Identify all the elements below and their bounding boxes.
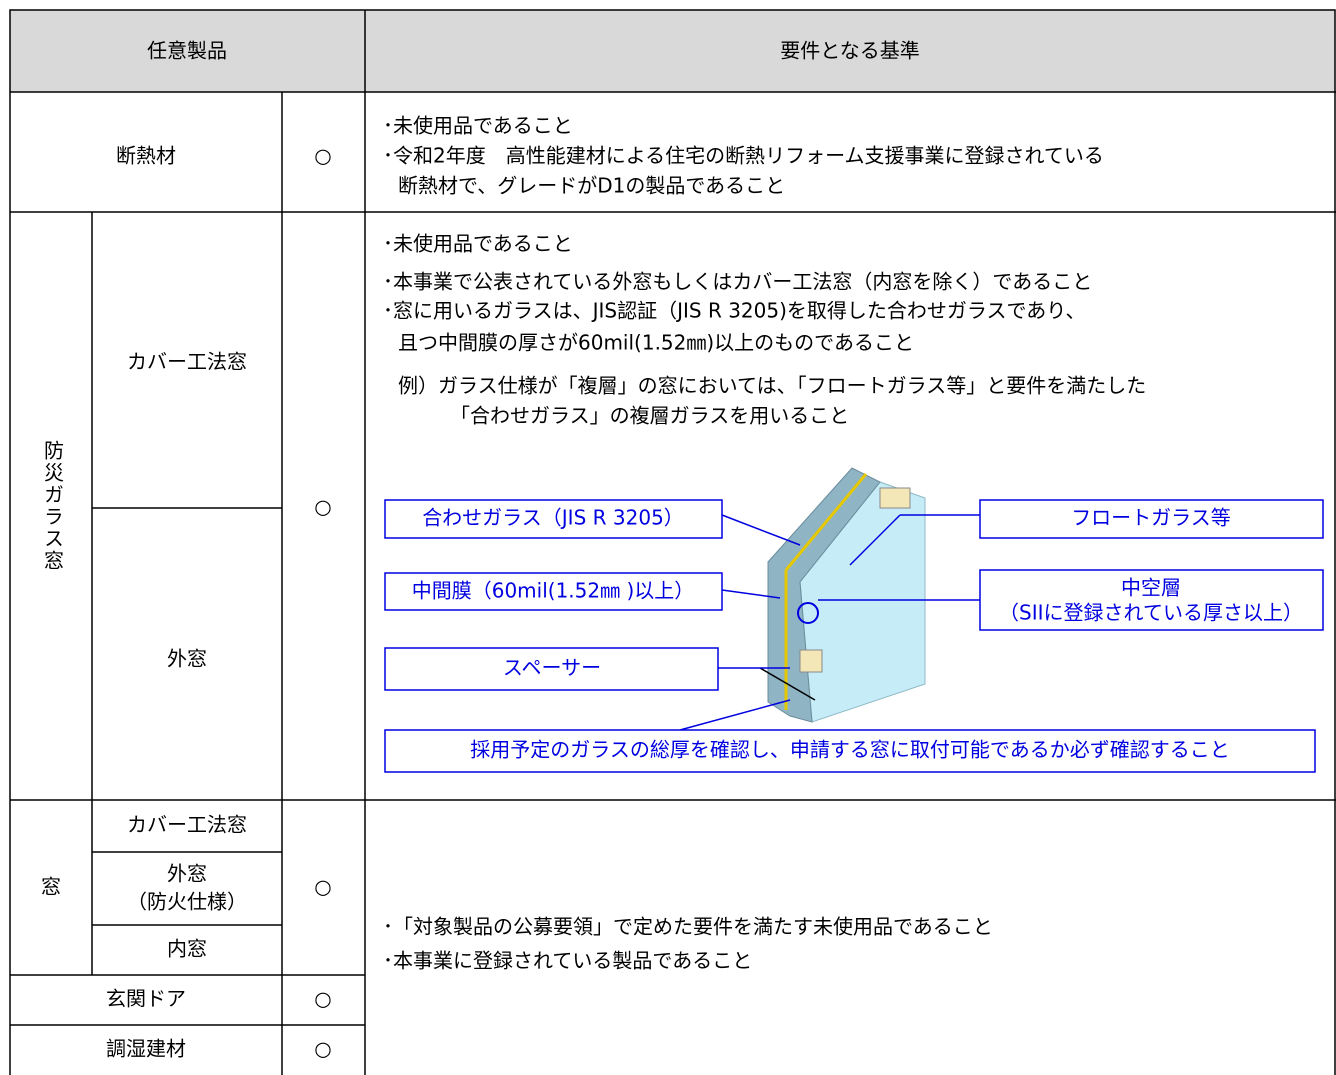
header-product: 任意製品 [147, 39, 227, 63]
diagram-label: 合わせガラス（JIS R 3205） [422, 506, 684, 530]
subproduct: （防火仕様） [127, 890, 247, 914]
subproduct: 外窓 [167, 862, 207, 886]
product: 玄関ドア [106, 987, 186, 1011]
criteria: ･未使用品であること [383, 114, 573, 138]
criteria: ･本事業で公表されている外窓もしくはカバー工法窓（内窓を除く）であること [383, 270, 1092, 294]
subproduct: 外窓 [167, 647, 207, 671]
criteria: ･「対象製品の公募要領」で定めた要件を満たす未使用品であること [383, 915, 993, 939]
criteria: ･本事業に登録されている製品であること [383, 949, 752, 973]
group: 窓 [41, 875, 61, 899]
subproduct: カバー工法窓 [127, 350, 247, 374]
diagram-label: 中間膜（60mil(1.52㎜ )以上） [412, 579, 695, 603]
product: 調湿建材 [106, 1037, 186, 1061]
criteria: ･令和2年度 高性能建材による住宅の断熱リフォーム支援事業に登録されている [383, 144, 1104, 168]
criteria: ･未使用品であること [383, 232, 573, 256]
subproduct: 内窓 [167, 937, 207, 961]
product: 断熱材 [116, 144, 176, 168]
mark: ○ [314, 144, 331, 168]
group: 防災ガラス窓 [41, 440, 65, 572]
example: 「合わせガラス」の複層ガラスを用いること [450, 404, 849, 428]
diagram-label: フロートガラス等 [1071, 506, 1231, 530]
diagram-label: 中空層 [1121, 576, 1181, 600]
header-criteria: 要件となる基準 [780, 39, 919, 63]
criteria: 且つ中間膜の厚さが60mil(1.52㎜)以上のものであること [398, 331, 914, 355]
mark: ○ [314, 495, 331, 519]
diagram-label: （SIIに登録されている厚さ以上） [999, 601, 1303, 625]
diagram-label: スペーサー [503, 656, 601, 680]
mark: ○ [314, 1037, 331, 1061]
mark: ○ [314, 987, 331, 1011]
subproduct: カバー工法窓 [127, 813, 247, 837]
criteria: 断熱材で、グレードがD1の製品であること [398, 174, 785, 198]
diagram-note: 採用予定のガラスの総厚を確認し、申請する窓に取付可能であるか必ず確認すること [470, 738, 1229, 762]
mark: ○ [314, 875, 331, 899]
table-grid [9, 9, 1336, 1075]
criteria: ･窓に用いるガラスは、JIS認証（JIS R 3205)を取得した合わせガラスで… [383, 299, 1086, 323]
glass-illustration [679, 467, 980, 731]
example: 例）ガラス仕様が「複層」の窓においては、「フロートガラス等」と要件を満たした [398, 374, 1146, 398]
